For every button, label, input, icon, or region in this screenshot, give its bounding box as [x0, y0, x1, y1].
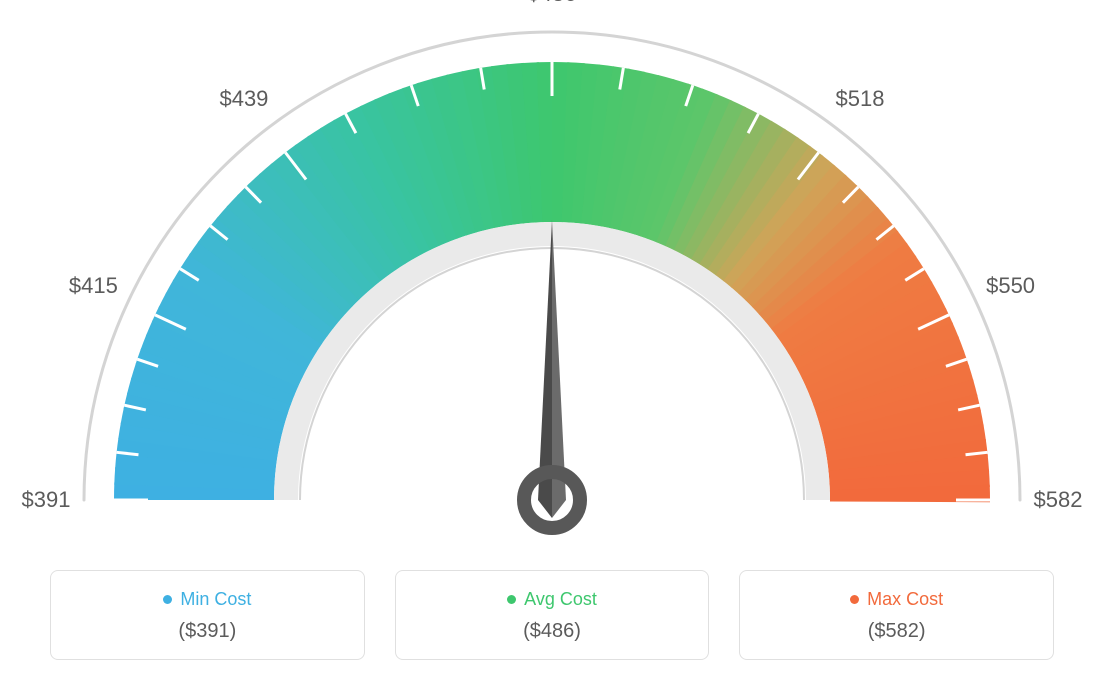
legend-dot-min [163, 595, 172, 604]
legend-value-max: ($582) [868, 620, 926, 643]
legend-card-min: Min Cost ($391) [50, 570, 365, 660]
legend-label-min: Min Cost [180, 589, 251, 610]
legend-row: Min Cost ($391) Avg Cost ($486) Max Cost… [50, 570, 1054, 660]
gauge-tick-label: $439 [219, 86, 268, 112]
gauge-tick-label: $486 [528, 0, 577, 7]
legend-value-min: ($391) [178, 620, 236, 643]
legend-value-avg: ($486) [523, 620, 581, 643]
legend-dot-max [850, 595, 859, 604]
legend-card-max: Max Cost ($582) [739, 570, 1054, 660]
legend-top-avg: Avg Cost [507, 589, 597, 610]
legend-card-avg: Avg Cost ($486) [395, 570, 710, 660]
legend-top-max: Max Cost [850, 589, 943, 610]
gauge-tick-label: $582 [1034, 487, 1083, 513]
gauge-tick-label: $518 [836, 86, 885, 112]
gauge-tick-label: $415 [69, 273, 118, 299]
legend-dot-avg [507, 595, 516, 604]
legend-top-min: Min Cost [163, 589, 251, 610]
legend-label-avg: Avg Cost [524, 589, 597, 610]
gauge-area: $391 $415 $439 $486 $518 $550 $582 [0, 0, 1104, 560]
gauge-svg [0, 0, 1104, 560]
gauge-tick-label: $550 [986, 273, 1035, 299]
gauge-tick-label: $391 [22, 487, 71, 513]
gauge-chart-container: $391 $415 $439 $486 $518 $550 $582 Min Cost ($… [0, 0, 1104, 690]
legend-label-max: Max Cost [867, 589, 943, 610]
